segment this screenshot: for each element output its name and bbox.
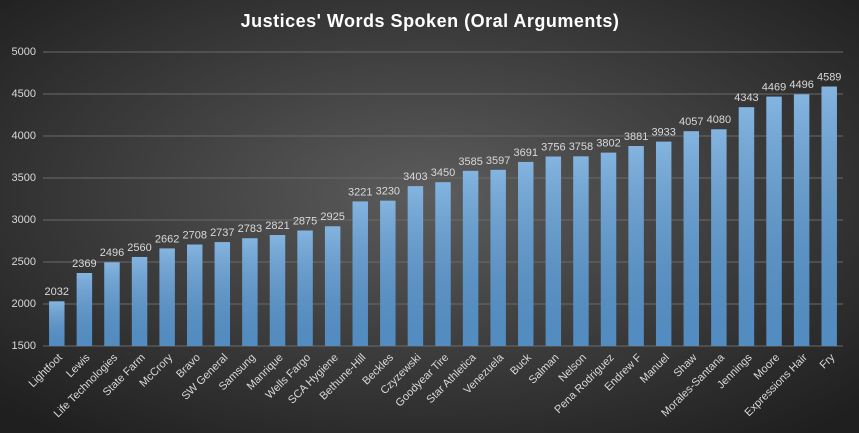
bar (352, 201, 368, 346)
data-label: 2737 (210, 227, 234, 239)
bar (793, 94, 810, 346)
y-tick-label: 2000 (12, 298, 36, 310)
data-label: 4589 (817, 71, 841, 83)
data-label: 3756 (541, 141, 565, 153)
data-label: 2821 (265, 220, 289, 232)
bar (104, 262, 120, 346)
data-label: 2560 (127, 242, 151, 254)
bar (711, 129, 727, 346)
bar (407, 186, 424, 346)
y-tick-label: 4000 (12, 130, 36, 142)
y-tick-label: 4500 (12, 88, 36, 100)
bar (462, 170, 479, 346)
bar (518, 161, 534, 346)
bar (297, 230, 313, 346)
bar (214, 242, 231, 346)
data-label: 3758 (569, 141, 593, 153)
data-label: 4080 (707, 114, 731, 126)
bar (545, 156, 562, 346)
data-label: 4496 (789, 79, 813, 91)
data-label: 3933 (651, 127, 675, 139)
data-label: 2369 (72, 258, 96, 270)
data-label: 3597 (486, 155, 510, 167)
data-label: 2496 (100, 247, 124, 259)
data-label: 3450 (431, 167, 455, 179)
bar (380, 200, 396, 346)
bar (187, 244, 203, 346)
bar (683, 131, 699, 346)
data-label: 4057 (679, 116, 703, 128)
bar (131, 256, 148, 346)
data-label: 2662 (155, 233, 179, 245)
y-tick-label: 2500 (12, 256, 36, 268)
data-label: 3221 (348, 186, 372, 198)
data-label: 2925 (320, 211, 344, 223)
bar (766, 96, 782, 346)
data-label: 2032 (45, 286, 69, 298)
data-label: 2783 (238, 223, 262, 235)
chart-title: Justices' Words Spoken (Oral Arguments) (241, 11, 620, 31)
bar (628, 145, 644, 346)
y-tick-label: 3000 (12, 214, 36, 226)
bar (324, 226, 341, 346)
data-label: 3585 (458, 156, 482, 168)
data-label: 3802 (596, 138, 620, 150)
bar (573, 156, 589, 346)
y-tick-label: 3500 (12, 172, 36, 184)
bar (269, 235, 286, 346)
data-label: 4469 (762, 82, 786, 94)
y-tick-label: 1500 (12, 340, 36, 352)
data-label: 3230 (376, 186, 400, 198)
data-label: 2708 (182, 229, 206, 241)
bar (490, 169, 506, 346)
bar (242, 238, 258, 346)
bar (49, 301, 65, 346)
data-label: 2875 (293, 215, 317, 227)
bar (821, 86, 837, 347)
bar (159, 248, 175, 346)
bar (76, 273, 93, 346)
data-label: 3881 (624, 131, 648, 143)
data-label: 3691 (514, 147, 538, 159)
bar (738, 107, 755, 346)
y-tick-label: 5000 (12, 46, 36, 58)
data-label: 4343 (734, 92, 758, 104)
bar (655, 141, 672, 346)
bar (600, 152, 617, 346)
data-label: 3403 (403, 171, 427, 183)
bar (435, 182, 451, 346)
